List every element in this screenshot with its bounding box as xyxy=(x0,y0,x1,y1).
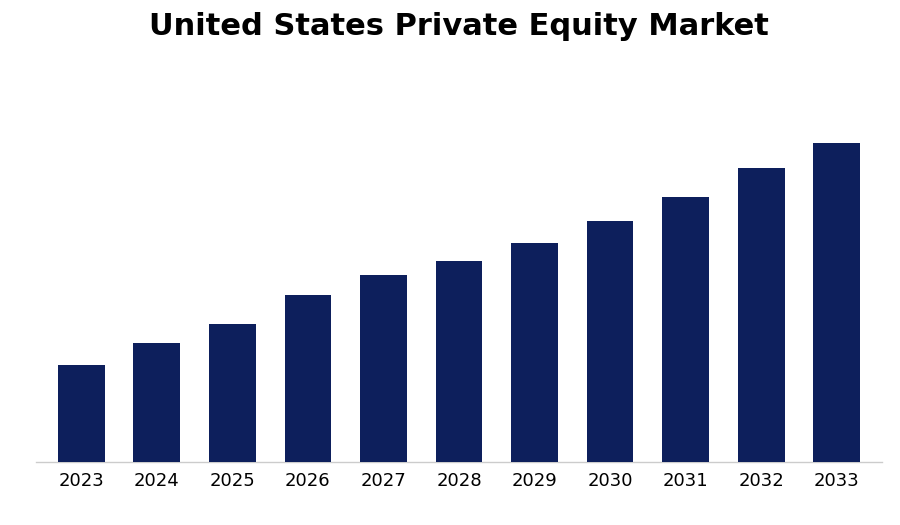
Bar xyxy=(436,260,482,462)
Title: United States Private Equity Market: United States Private Equity Market xyxy=(149,12,769,41)
Bar xyxy=(662,197,709,462)
Bar xyxy=(133,343,180,462)
Bar xyxy=(587,220,634,462)
Bar xyxy=(209,324,256,462)
Bar xyxy=(511,243,558,462)
Bar xyxy=(58,365,104,462)
Bar xyxy=(814,143,860,462)
Bar xyxy=(738,168,785,462)
Bar xyxy=(284,295,331,462)
Bar xyxy=(360,275,407,462)
